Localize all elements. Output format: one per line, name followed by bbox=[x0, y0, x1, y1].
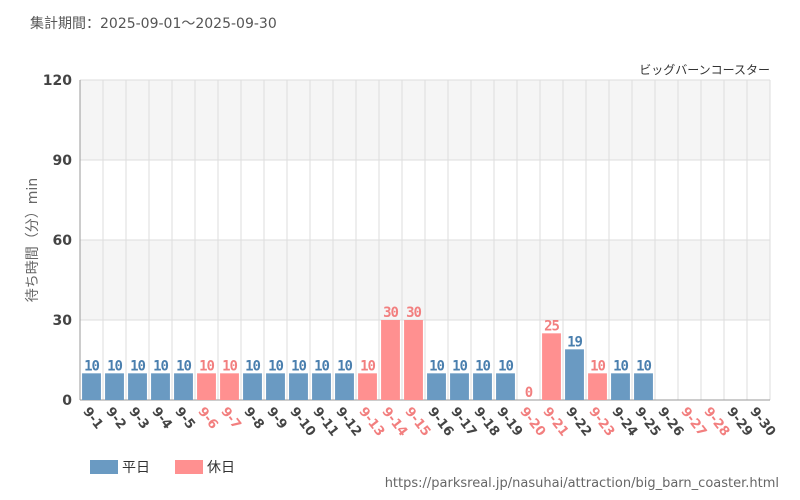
y-tick-label: 60 bbox=[53, 233, 73, 249]
chart-title: ビッグバーンコースター bbox=[639, 63, 770, 77]
legend: 平日 休日 bbox=[90, 460, 235, 476]
x-tick-label-9-2: 9-2 bbox=[102, 405, 128, 433]
data-label-9-4: 10 bbox=[153, 358, 168, 374]
bar-9-14 bbox=[381, 320, 400, 400]
bar-9-3 bbox=[128, 373, 147, 400]
data-label-9-14: 30 bbox=[383, 305, 398, 321]
x-tick-label-9-7: 9-7 bbox=[217, 405, 243, 433]
bar-9-16 bbox=[427, 373, 446, 400]
data-label-9-12: 10 bbox=[337, 358, 352, 374]
data-label-9-18: 10 bbox=[475, 358, 490, 374]
data-label-9-1: 10 bbox=[84, 358, 99, 374]
data-label-9-6: 10 bbox=[199, 358, 214, 374]
data-label-9-7: 10 bbox=[222, 358, 237, 374]
data-label-9-5: 10 bbox=[176, 358, 191, 374]
data-label-9-10: 10 bbox=[291, 358, 306, 374]
data-label-9-23: 10 bbox=[590, 358, 605, 374]
data-label-9-22: 19 bbox=[567, 334, 582, 350]
x-tick-label-9-6: 9-6 bbox=[194, 405, 220, 433]
legend-label-holiday: 休日 bbox=[207, 460, 235, 476]
data-label-9-24: 10 bbox=[613, 358, 628, 374]
y-tick-label: 120 bbox=[43, 73, 72, 89]
bar-9-12 bbox=[335, 373, 354, 400]
x-tick-label-9-4: 9-4 bbox=[148, 405, 174, 433]
bar-9-18 bbox=[473, 373, 492, 400]
bar-9-11 bbox=[312, 373, 331, 400]
y-tick-label: 0 bbox=[62, 393, 72, 409]
x-tick-label-9-9: 9-9 bbox=[263, 405, 289, 433]
bar-9-2 bbox=[105, 373, 124, 400]
bar-9-17 bbox=[450, 373, 469, 400]
bar-9-21 bbox=[542, 333, 561, 400]
bar-9-6 bbox=[197, 373, 216, 400]
bar-9-24 bbox=[611, 373, 630, 400]
source-url[interactable]: https://parksreal.jp/nasuhai/attraction/… bbox=[385, 476, 779, 491]
data-label-9-15: 30 bbox=[406, 305, 421, 321]
bar-9-4 bbox=[151, 373, 170, 400]
y-tick-label: 90 bbox=[53, 153, 73, 169]
legend-label-weekday: 平日 bbox=[122, 460, 150, 476]
bar-9-1 bbox=[82, 373, 101, 400]
x-tick-label-9-8: 9-8 bbox=[240, 405, 266, 433]
data-label-9-9: 10 bbox=[268, 358, 283, 374]
y-tick-label: 30 bbox=[53, 313, 73, 329]
bar-9-13 bbox=[358, 373, 377, 400]
bar-9-25 bbox=[634, 373, 653, 400]
data-label-9-20: 0 bbox=[525, 385, 533, 401]
data-label-9-11: 10 bbox=[314, 358, 329, 374]
x-tick-label-9-3: 9-3 bbox=[125, 405, 151, 433]
data-label-9-17: 10 bbox=[452, 358, 467, 374]
bar-9-15 bbox=[404, 320, 423, 400]
legend-swatch-holiday bbox=[175, 460, 203, 474]
y-axis-label: 待ち時間（分）min bbox=[25, 178, 41, 302]
x-tick-label-9-30: 9-30 bbox=[746, 405, 778, 440]
x-tick-label-9-1: 9-1 bbox=[79, 405, 105, 433]
bar-9-23 bbox=[588, 373, 607, 400]
data-label-9-25: 10 bbox=[636, 358, 651, 374]
period-label: 集計期間：2025-09-01〜2025-09-30 bbox=[30, 15, 277, 32]
data-label-9-3: 10 bbox=[130, 358, 145, 374]
bar-9-5 bbox=[174, 373, 193, 400]
bar-9-19 bbox=[496, 373, 515, 400]
legend-swatch-weekday bbox=[90, 460, 118, 474]
bar-9-7 bbox=[220, 373, 239, 400]
data-label-9-8: 10 bbox=[245, 358, 260, 374]
x-tick-label-9-5: 9-5 bbox=[171, 405, 197, 433]
bar-9-9 bbox=[266, 373, 285, 400]
data-label-9-16: 10 bbox=[429, 358, 444, 374]
bar-9-10 bbox=[289, 373, 308, 400]
bar-9-22 bbox=[565, 349, 584, 400]
data-label-9-2: 10 bbox=[107, 358, 122, 374]
data-label-9-13: 10 bbox=[360, 358, 375, 374]
data-label-9-21: 25 bbox=[544, 318, 559, 334]
plot-area: 0 30 60 90 120 10 9-1 10 9-2 10 9-3 10 9-4 10 9-5 10 9-6… bbox=[43, 73, 779, 440]
data-label-9-19: 10 bbox=[498, 358, 513, 374]
bar-9-8 bbox=[243, 373, 262, 400]
